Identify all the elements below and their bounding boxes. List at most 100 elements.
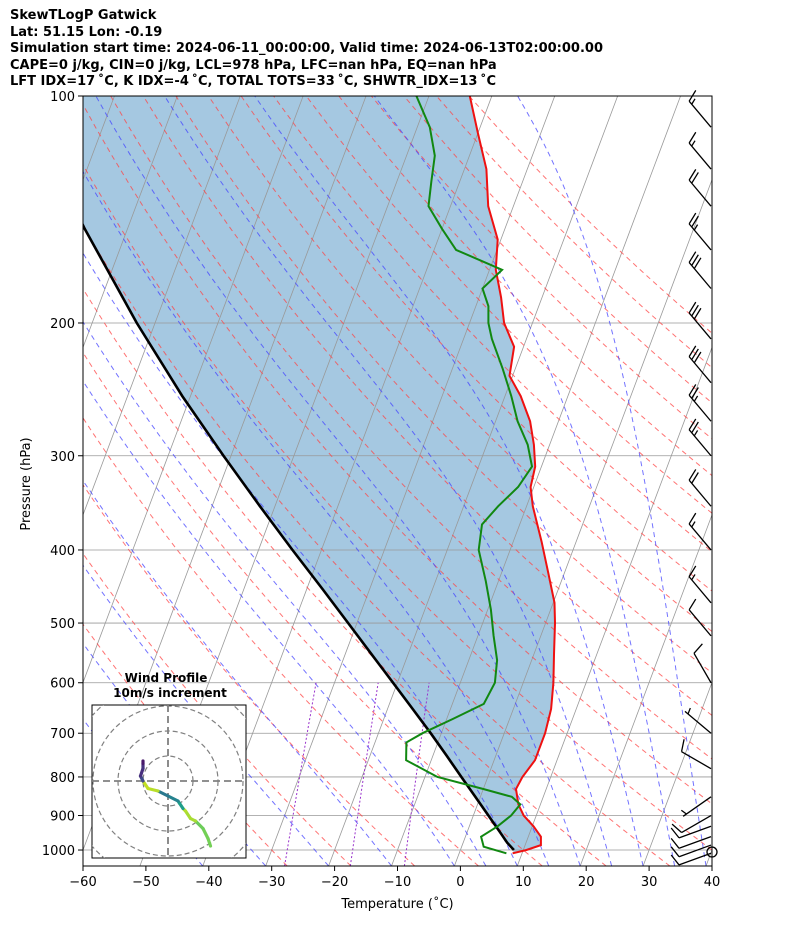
moist-adiabat-line — [95, 96, 581, 866]
barb-flag — [691, 215, 699, 228]
hodograph-trace-segment — [156, 789, 170, 798]
barb-flag — [693, 643, 703, 654]
hodograph-trace-segment — [166, 794, 180, 803]
moist-adiabat-line — [254, 96, 644, 866]
barb-staff — [688, 394, 712, 422]
moist-adiabat-line — [83, 252, 518, 866]
location-coordinates: Lat: 51.15 Lon: -0.19 — [10, 24, 163, 40]
simulation-times: Simulation start time: 2024-06-11_00:00:… — [10, 41, 603, 56]
barb-flag — [688, 418, 697, 431]
wind-barb — [688, 512, 712, 551]
isotherm-line — [265, 96, 556, 866]
y-tick-label: 700 — [50, 727, 75, 742]
inset-title: Wind Profile — [125, 671, 208, 685]
dry-adiabat-line — [83, 351, 543, 866]
mixing-ratio-lines — [284, 682, 430, 866]
dry-adiabat-line — [83, 484, 416, 866]
cin-shaded-area — [83, 96, 555, 854]
wind-barb — [688, 384, 712, 422]
dry-adiabat-line — [110, 96, 712, 760]
y-tick-label: 500 — [50, 617, 75, 632]
y-tick-label: 200 — [50, 317, 75, 332]
barb-staff — [688, 142, 712, 170]
barb-half-flag — [691, 574, 696, 581]
wind-barb — [688, 169, 712, 207]
barb-half-flag — [693, 430, 699, 437]
wind-barb — [688, 598, 712, 637]
mixing-ratio-line — [403, 682, 430, 866]
barb-half-flag — [691, 140, 696, 147]
wind-barb — [670, 825, 712, 839]
barb-staff — [682, 796, 712, 817]
barb-staff — [678, 825, 712, 839]
chart-header: SkewTLogP Gatwick Lat: 51.15 Lon: -0.19 … — [10, 8, 790, 91]
x-tick-label: 30 — [641, 875, 658, 890]
barb-flag — [670, 837, 680, 849]
barb-half-flag — [691, 98, 696, 105]
isotherm-line — [579, 513, 712, 866]
barb-staff — [688, 100, 712, 128]
hodograph-trace-segment — [146, 786, 160, 793]
wind-barb — [688, 565, 712, 604]
dry-adiabat-line — [83, 287, 607, 866]
barb-flag — [691, 348, 699, 361]
moist-adiabat-line — [83, 170, 550, 866]
y-tick-label: 400 — [50, 544, 75, 559]
barb-flag — [670, 846, 680, 858]
dry-adiabat-line — [338, 96, 712, 477]
x-tick-label: −50 — [132, 875, 159, 890]
wind-barb — [680, 739, 712, 770]
convective-parameters: CAPE=0 j/kg, CIN=0 j/kg, LCL=978 hPa, LF… — [10, 57, 497, 73]
barb-flag — [688, 345, 697, 357]
barb-staff — [688, 429, 712, 457]
y-tick-label: 900 — [50, 810, 75, 825]
wind-barb — [670, 844, 712, 858]
inset-grid — [92, 705, 246, 858]
moist-adiabats — [83, 96, 707, 866]
x-tick-label: 20 — [578, 875, 595, 890]
barb-staff — [681, 751, 712, 770]
barb-staff — [688, 356, 712, 384]
wind-barb — [670, 836, 712, 849]
y-tick-label: 600 — [50, 677, 75, 692]
parcel-profile-line — [83, 222, 515, 851]
isotherm-line — [705, 848, 712, 866]
barb-flag — [693, 351, 702, 364]
barb-staff — [688, 223, 712, 251]
y-tick-label: 800 — [50, 771, 75, 786]
stability-indices: LFT IDX=17 ˚C, K IDX=-4 ˚C, TOTAL TOTS=3… — [10, 74, 497, 89]
x-tick-label: 40 — [704, 875, 721, 890]
barb-half-flag — [680, 809, 687, 815]
barb-flag — [691, 254, 699, 266]
wind-barb — [688, 212, 712, 251]
isotherm-line — [642, 681, 712, 866]
isotherm-line — [202, 96, 493, 866]
temperature-profile-line — [468, 96, 557, 855]
barb-half-flag — [687, 707, 691, 715]
chart-title: SkewTLogP Gatwick — [10, 8, 157, 23]
moist-adiabat-line — [83, 320, 487, 866]
wind-barb — [688, 469, 712, 507]
barb-flag — [693, 257, 702, 269]
hodograph-trace-segment — [193, 819, 205, 831]
dry-adiabat-line — [371, 96, 712, 440]
x-axis: −60 −50 −40 −30 −20 −10 0 10 20 30 40 — [69, 866, 720, 890]
barb-flag — [688, 131, 697, 144]
wind-barb — [688, 345, 712, 384]
barb-flag — [688, 384, 697, 396]
barb-flag — [691, 387, 699, 399]
dry-adiabat-line — [175, 96, 712, 674]
barb-flag — [680, 739, 685, 752]
barb-flag — [688, 251, 697, 263]
y-axis-label: Pressure (hPa) — [19, 437, 34, 530]
isotherm-line — [83, 96, 304, 684]
barb-staff — [688, 523, 712, 551]
x-tick-label: −30 — [258, 875, 285, 890]
wind-barb — [670, 852, 712, 866]
wind-barb — [693, 643, 712, 684]
barb-staff — [688, 262, 712, 289]
dry-adiabat-line — [273, 96, 712, 553]
barb-staff — [688, 179, 712, 207]
